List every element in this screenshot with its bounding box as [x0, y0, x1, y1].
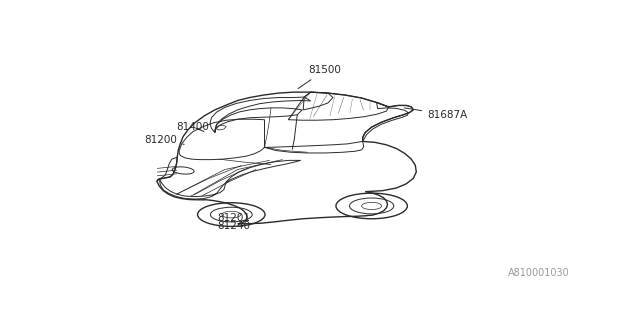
Text: 81400: 81400 — [177, 122, 209, 132]
Text: 81500: 81500 — [298, 65, 341, 89]
Text: 81687A: 81687A — [404, 108, 467, 120]
Text: 81200: 81200 — [145, 135, 184, 145]
Text: A810001030: A810001030 — [508, 268, 570, 278]
Text: 81240: 81240 — [217, 221, 250, 231]
Text: 81201: 81201 — [217, 213, 250, 223]
